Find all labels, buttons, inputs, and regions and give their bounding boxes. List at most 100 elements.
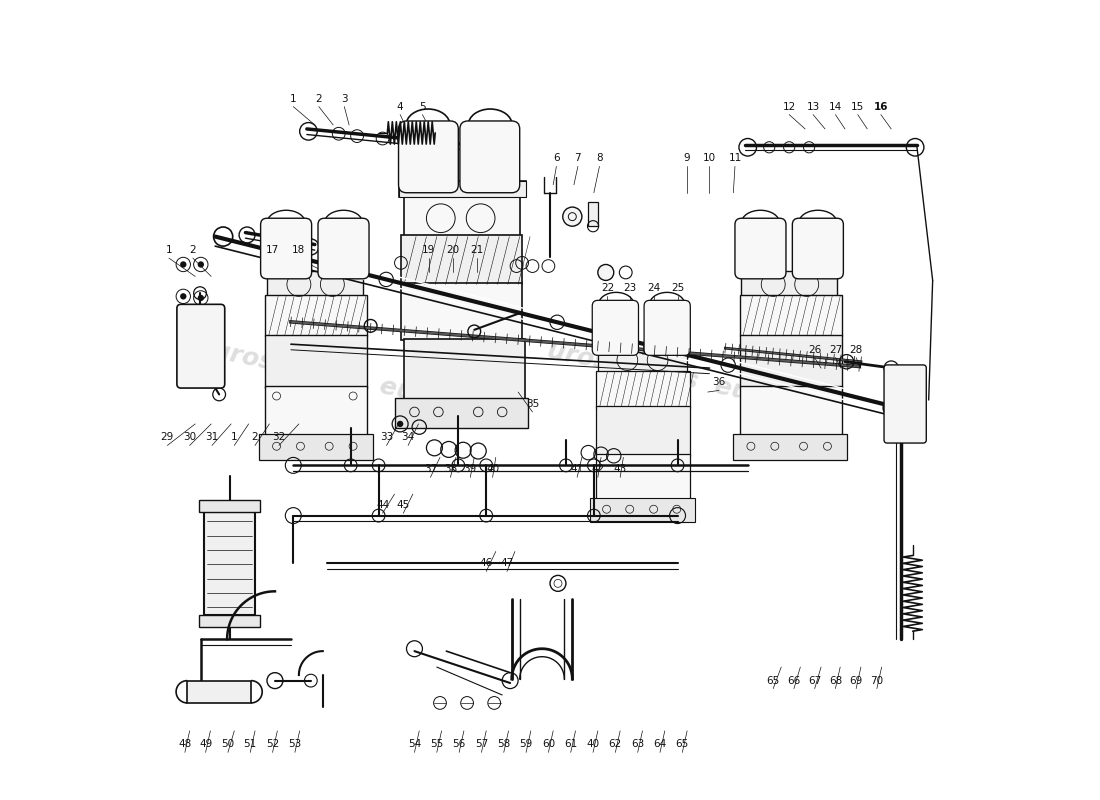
Bar [734,434,847,460]
Text: 40: 40 [586,739,600,750]
Text: 33: 33 [379,433,393,442]
Text: 2: 2 [252,433,258,442]
FancyBboxPatch shape [592,300,638,355]
Text: 46: 46 [480,558,493,569]
Text: 36: 36 [713,378,726,387]
Circle shape [180,293,187,299]
Text: 29: 29 [161,433,174,442]
Text: 12: 12 [782,102,795,112]
Circle shape [198,294,204,301]
Bar [265,294,367,336]
Bar [400,283,522,340]
Text: 14: 14 [828,102,842,112]
Text: 30: 30 [183,433,196,442]
Text: 13: 13 [806,102,820,112]
Text: 42: 42 [591,464,605,474]
Bar [187,681,251,703]
Text: 3: 3 [341,94,348,104]
Text: 4: 4 [397,102,404,112]
Bar [398,181,526,197]
Text: 32: 32 [273,433,286,442]
Bar [596,454,691,500]
Text: 68: 68 [828,676,842,686]
Circle shape [397,421,404,427]
Bar [265,334,367,388]
Text: 20: 20 [447,245,460,255]
FancyBboxPatch shape [261,218,311,279]
Text: 56: 56 [452,739,465,750]
Text: 66: 66 [788,676,801,686]
Text: 54: 54 [408,739,421,750]
Text: 44: 44 [376,500,389,510]
Text: 64: 64 [653,739,667,750]
Text: 8: 8 [596,154,603,163]
Text: 38: 38 [443,464,456,474]
Text: 24: 24 [647,283,660,294]
Bar [395,398,528,428]
Bar [741,271,837,296]
Circle shape [180,262,187,268]
Text: 28: 28 [849,345,862,354]
Circle shape [889,376,921,408]
Text: 23: 23 [623,283,636,294]
Text: 7: 7 [574,154,581,163]
Bar [258,434,373,460]
Text: 1: 1 [290,94,297,104]
Bar [404,338,526,400]
Text: 21: 21 [470,245,483,255]
Text: 9: 9 [684,154,691,163]
Text: 47: 47 [500,558,514,569]
Text: 53: 53 [288,739,301,750]
Text: 15: 15 [851,102,865,112]
Text: 62: 62 [608,739,622,750]
FancyBboxPatch shape [645,300,691,355]
Text: 61: 61 [564,739,578,750]
Text: 58: 58 [497,739,510,750]
Text: 70: 70 [870,676,883,686]
Text: 2: 2 [189,245,196,255]
Text: 57: 57 [475,739,488,750]
Text: 45: 45 [397,500,410,510]
Text: 1: 1 [166,245,173,255]
Bar [204,512,255,615]
Bar [400,235,522,285]
FancyBboxPatch shape [398,121,459,193]
Bar [398,181,526,197]
Bar [596,370,691,408]
Text: 65: 65 [767,676,780,686]
FancyBboxPatch shape [177,304,224,388]
Text: 11: 11 [728,154,741,163]
FancyBboxPatch shape [318,218,368,279]
Text: uros  parts  euros: uros parts euros [544,338,794,414]
Text: 35: 35 [526,399,539,409]
Bar [199,500,260,512]
Bar [739,294,842,336]
Text: 67: 67 [808,676,822,686]
Text: 34: 34 [402,433,415,442]
Text: 31: 31 [206,433,219,442]
Text: 41: 41 [571,464,584,474]
Circle shape [597,265,614,281]
Bar [596,406,691,456]
FancyBboxPatch shape [735,218,786,279]
Text: 2: 2 [316,94,322,104]
Circle shape [563,207,582,226]
Text: 40: 40 [486,464,499,474]
Text: 1: 1 [231,433,238,442]
Text: 10: 10 [703,154,716,163]
Text: 6: 6 [553,154,560,163]
Text: 52: 52 [266,739,279,750]
Text: 48: 48 [178,739,191,750]
Text: 5: 5 [419,102,426,112]
Text: 27: 27 [828,345,842,354]
Text: 37: 37 [424,464,437,474]
Text: 26: 26 [808,345,822,354]
Text: 60: 60 [542,739,556,750]
Text: 19: 19 [422,245,436,255]
Text: uros  parts  euros: uros parts euros [210,338,460,414]
Bar [739,334,842,388]
Circle shape [198,262,204,268]
Text: 25: 25 [671,283,684,294]
Text: 59: 59 [519,739,532,750]
Bar [590,498,695,522]
